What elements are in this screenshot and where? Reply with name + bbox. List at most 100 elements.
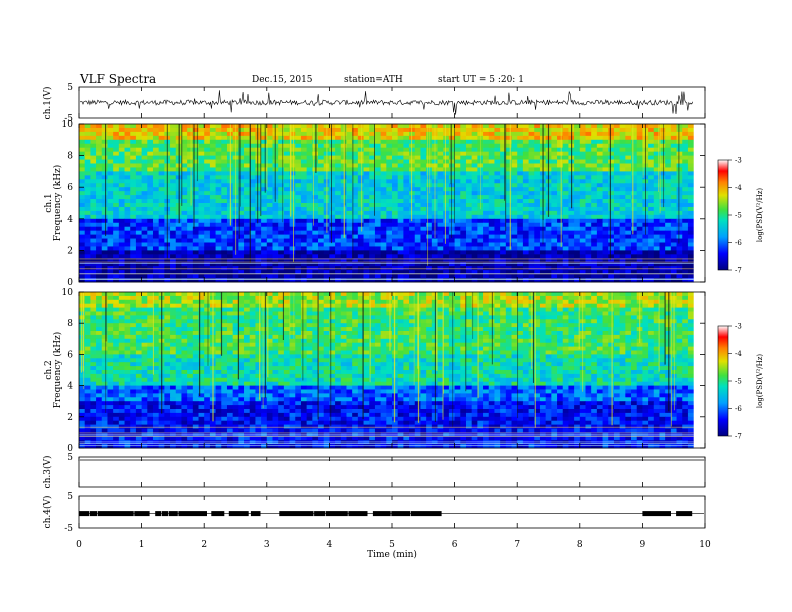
spec1-cell [215, 171, 222, 176]
spec1-cell [665, 262, 672, 267]
spec1-cell [437, 187, 444, 192]
spec1-cell [534, 238, 541, 243]
spec1-cell [249, 135, 256, 141]
spec1-cell [471, 246, 478, 251]
spec2-cell [352, 299, 359, 305]
spec1-cell [244, 238, 251, 243]
spec2-cell [443, 295, 450, 301]
spec1-cell [329, 127, 336, 133]
spec1-cell [209, 262, 216, 267]
spec1-cell [471, 226, 478, 232]
spec1-cell [107, 171, 114, 176]
spec1-cell [568, 258, 575, 263]
spec1-cell [283, 258, 290, 263]
spec1-cell [557, 218, 564, 224]
spec1-cell [352, 131, 359, 137]
spec1-cell [631, 127, 638, 133]
spec1-cell [352, 135, 359, 141]
spec1-cell [454, 242, 461, 247]
spec1-cell [101, 175, 108, 180]
spec1-cell [409, 278, 416, 283]
spec1-cell [534, 163, 541, 168]
spec1-cell [397, 262, 404, 267]
spec1-cell [261, 124, 268, 129]
spec1-cell [613, 127, 621, 133]
spec1-cell [152, 171, 160, 176]
spec1-cell [551, 143, 558, 149]
spec1-cell [403, 191, 410, 196]
spec1-cell [534, 187, 541, 192]
spec1-cell [557, 163, 564, 168]
spec1-cell [346, 143, 353, 149]
spec1-cell [346, 262, 353, 267]
spec1-cell [198, 187, 205, 192]
spec1-cell [221, 218, 228, 224]
spec1-cell [579, 199, 586, 204]
spec1-cell [90, 159, 97, 164]
spec1-cell [465, 159, 473, 164]
spec1-cell [534, 151, 541, 156]
spec1-cell [79, 167, 86, 172]
spec1-cell [517, 175, 524, 180]
spec1-cell [386, 147, 393, 153]
spec1-cell [437, 171, 444, 176]
spec1-cell [494, 171, 501, 176]
spec1-cell [300, 139, 308, 145]
spec1-cell [511, 183, 518, 188]
spec1-cell [124, 127, 131, 133]
spec1-cell [295, 127, 302, 133]
spec1-cell [84, 131, 91, 137]
spec1-cell [329, 199, 336, 204]
spec1-cell [665, 278, 672, 283]
spec1-cell [187, 135, 194, 141]
spec1-cell [175, 266, 182, 271]
spec1-cell [152, 159, 160, 164]
spec1-cell [670, 151, 677, 156]
spec1-cell [181, 230, 188, 235]
spec1-cell [443, 191, 450, 196]
spec1-cell [608, 199, 615, 204]
spec1-cell [357, 203, 364, 208]
spec1-cell [84, 187, 91, 192]
spec1-cell [596, 155, 603, 160]
spec1-cell [670, 278, 677, 283]
spec1-cell [670, 183, 677, 188]
spec1-cell [528, 258, 535, 263]
spec1-cell [141, 147, 148, 153]
spec1-cell [380, 143, 387, 149]
spec1-cell [488, 199, 495, 204]
spec1-cell [266, 242, 273, 247]
spec1-cell [312, 171, 319, 176]
spec1-cell [596, 210, 603, 216]
spec1-cell [682, 222, 689, 228]
spec1-cell [403, 195, 410, 200]
spec1-cell [101, 191, 108, 196]
spec1-cell [335, 127, 342, 133]
spec1-cell [625, 226, 632, 232]
spec2-cell [221, 311, 228, 316]
spec1-cell [215, 131, 222, 137]
spec1-cell [84, 163, 91, 168]
spec1-cell [500, 199, 507, 204]
spec1-cell [426, 124, 433, 129]
spec1-cell [551, 206, 558, 212]
spec1-cell [448, 250, 455, 255]
spec1-cell [255, 124, 262, 129]
spec1-cell [471, 206, 478, 212]
spec1-cell [335, 230, 342, 235]
spec1-cell [306, 206, 313, 212]
spec1-cell [500, 210, 507, 216]
spec1-cell [335, 226, 342, 232]
spec1-cell [255, 278, 262, 283]
spec1-cell [340, 266, 347, 271]
spec1-cell [295, 124, 302, 129]
spec2-cell [551, 307, 558, 312]
spec1-cell [266, 254, 273, 259]
spec1-cell [323, 242, 330, 247]
spec2-cell [232, 292, 239, 297]
spec1-cell [517, 238, 524, 243]
spec1-cell [596, 127, 603, 133]
spec1-cell [374, 167, 382, 172]
spec1-cell [79, 199, 86, 204]
spec1-cell [84, 127, 91, 133]
